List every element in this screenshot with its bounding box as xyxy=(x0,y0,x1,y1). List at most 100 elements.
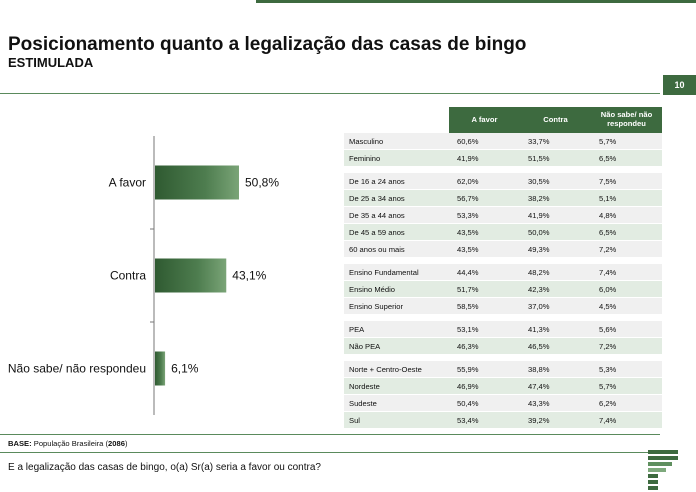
table-cell: 5,3% xyxy=(591,361,662,378)
table-cell: 7,4% xyxy=(591,264,662,281)
table-header-contra: Contra xyxy=(520,107,591,133)
table-row: PEA 53,1% 41,3% 5,6% xyxy=(344,321,662,338)
footer-divider xyxy=(0,452,660,453)
table-row-label: De 25 a 34 anos xyxy=(344,190,449,207)
table-row-label: Ensino Fundamental xyxy=(344,264,449,281)
base-count: 2086 xyxy=(108,439,125,448)
table-row: De 45 a 59 anos 43,5% 50,0% 6,5% xyxy=(344,224,662,241)
chart-bar xyxy=(155,165,239,200)
table-row-label: Não PEA xyxy=(344,338,449,355)
table-gap-cell xyxy=(344,315,662,321)
table-row: Ensino Fundamental 44,4% 48,2% 7,4% xyxy=(344,264,662,281)
table-row: 60 anos ou mais 43,5% 49,3% 7,2% xyxy=(344,241,662,258)
chart-data-label: 50,8% xyxy=(245,176,279,190)
table-row-label: Ensino Médio xyxy=(344,281,449,298)
table-row-label: De 45 a 59 anos xyxy=(344,224,449,241)
chart-data-label: 6,1% xyxy=(171,362,199,376)
table-row: Ensino Médio 51,7% 42,3% 6,0% xyxy=(344,281,662,298)
table-row-label: Feminino xyxy=(344,150,449,167)
base-text: População Brasileira ( xyxy=(31,439,109,448)
footer-divider-top xyxy=(0,434,660,435)
table-cell: 43,5% xyxy=(449,241,520,258)
table-cell: 62,0% xyxy=(449,173,520,190)
table-cell: 46,5% xyxy=(520,338,591,355)
table-body: Masculino 60,6% 33,7% 5,7% Feminino 41,9% 51,5… xyxy=(344,133,662,429)
chart-category-label: A favor xyxy=(109,176,146,190)
chart-category-label: Contra xyxy=(110,269,146,283)
table-row: De 35 a 44 anos 53,3% 41,9% 4,8% xyxy=(344,207,662,224)
chart-category-label: Não sabe/ não respondeu xyxy=(8,362,146,376)
table-group-gap xyxy=(344,167,662,173)
table-cell: 56,7% xyxy=(449,190,520,207)
table-cell: 44,4% xyxy=(449,264,520,281)
table-row-label: Masculino xyxy=(344,133,449,150)
table-cell: 53,3% xyxy=(449,207,520,224)
table-group-gap xyxy=(344,258,662,264)
base-note: BASE: População Brasileira (2086) xyxy=(8,439,127,448)
table-cell: 47,4% xyxy=(520,378,591,395)
table-cell: 6,0% xyxy=(591,281,662,298)
table-cell: 43,3% xyxy=(520,395,591,412)
table-cell: 38,2% xyxy=(520,190,591,207)
bar-chart: A favor 50,8% Contra 43,1% Não sabe/ não res… xyxy=(8,136,279,415)
table-cell: 53,1% xyxy=(449,321,520,338)
table-cell: 51,7% xyxy=(449,281,520,298)
table-row: Sul 53,4% 39,2% 7,4% xyxy=(344,412,662,429)
table-row-label: Nordeste xyxy=(344,378,449,395)
table-header-nsnr-label: Não sabe/ não respondeu xyxy=(600,110,653,128)
chart-bar xyxy=(155,351,166,386)
page-title: Posicionamento quanto a legalização das … xyxy=(8,34,527,55)
survey-question: E a legalização das casas de bingo, o(a)… xyxy=(8,462,321,473)
table-header-segment xyxy=(344,107,449,133)
table-row-label: De 16 a 24 anos xyxy=(344,173,449,190)
table-cell: 7,2% xyxy=(591,338,662,355)
table-cell: 7,5% xyxy=(591,173,662,190)
header-divider xyxy=(0,93,660,94)
table-cell: 5,6% xyxy=(591,321,662,338)
table-row: Norte + Centro-Oeste 55,9% 38,8% 5,3% xyxy=(344,361,662,378)
table-row-label: Norte + Centro-Oeste xyxy=(344,361,449,378)
table-cell: 49,3% xyxy=(520,241,591,258)
table-header-row: A favor Contra Não sabe/ não respondeu xyxy=(344,107,662,133)
table-cell: 6,2% xyxy=(591,395,662,412)
table-gap-cell xyxy=(344,167,662,173)
table-cell: 4,5% xyxy=(591,298,662,315)
base-label: BASE: xyxy=(8,439,32,448)
table-gap-cell xyxy=(344,355,662,361)
table-row: Feminino 41,9% 51,5% 6,5% xyxy=(344,150,662,167)
table-cell: 5,1% xyxy=(591,190,662,207)
table-gap-cell xyxy=(344,258,662,264)
table-row: Nordeste 46,9% 47,4% 5,7% xyxy=(344,378,662,395)
table-cell: 43,5% xyxy=(449,224,520,241)
table-cell: 42,3% xyxy=(520,281,591,298)
table-row: De 16 a 24 anos 62,0% 30,5% 7,5% xyxy=(344,173,662,190)
table-row-label: PEA xyxy=(344,321,449,338)
breakdown-table: A favor Contra Não sabe/ não respondeu M… xyxy=(344,107,662,429)
table-cell: 5,7% xyxy=(591,378,662,395)
table-header-nsnr: Não sabe/ não respondeu xyxy=(591,107,662,133)
table-cell: 58,5% xyxy=(449,298,520,315)
table-cell: 51,5% xyxy=(520,150,591,167)
table-cell: 6,5% xyxy=(591,150,662,167)
page-number: 10 xyxy=(663,75,696,95)
table-cell: 60,6% xyxy=(449,133,520,150)
table-cell: 6,5% xyxy=(591,224,662,241)
table-cell: 39,2% xyxy=(520,412,591,429)
table-cell: 7,4% xyxy=(591,412,662,429)
table-row-label: 60 anos ou mais xyxy=(344,241,449,258)
table-row-label: Ensino Superior xyxy=(344,298,449,315)
table-row: De 25 a 34 anos 56,7% 38,2% 5,1% xyxy=(344,190,662,207)
brand-logo xyxy=(648,450,678,490)
table-cell: 37,0% xyxy=(520,298,591,315)
table-cell: 38,8% xyxy=(520,361,591,378)
table-cell: 4,8% xyxy=(591,207,662,224)
table-group-gap xyxy=(344,315,662,321)
table-row: Sudeste 50,4% 43,3% 6,2% xyxy=(344,395,662,412)
table-row-label: De 35 a 44 anos xyxy=(344,207,449,224)
table-cell: 50,4% xyxy=(449,395,520,412)
table-cell: 5,7% xyxy=(591,133,662,150)
chart-data-label: 43,1% xyxy=(232,269,266,283)
table-header-favor: A favor xyxy=(449,107,520,133)
table-cell: 50,0% xyxy=(520,224,591,241)
table-row-label: Sudeste xyxy=(344,395,449,412)
